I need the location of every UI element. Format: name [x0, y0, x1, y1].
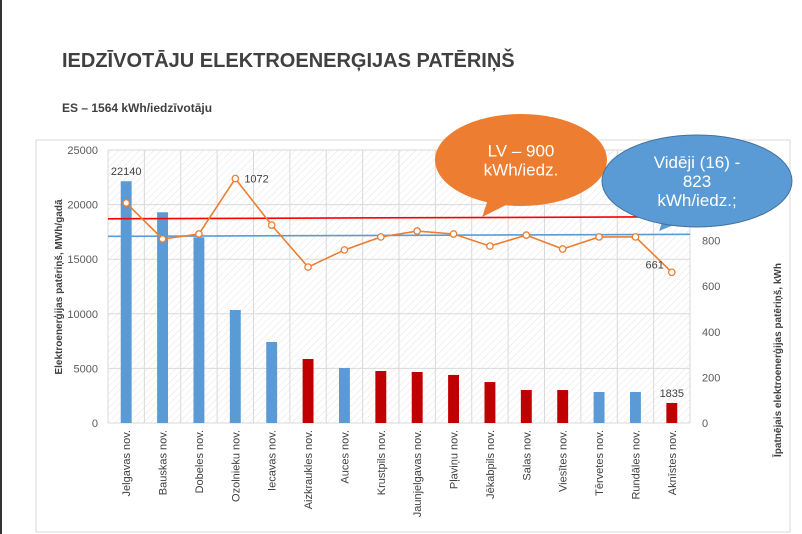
y-tick-label: 0 — [92, 418, 98, 430]
x-tick-label: Krustpils nov. — [376, 430, 388, 495]
bar — [266, 341, 278, 423]
y2-tick-label: 800 — [702, 236, 720, 248]
x-tick-label: Pļaviņu nov. — [449, 430, 461, 489]
line-point — [522, 231, 531, 239]
line-point — [631, 233, 640, 241]
y2-tick-label: 600 — [702, 281, 720, 293]
line-point — [231, 174, 240, 183]
reference-line — [107, 233, 691, 238]
bar — [157, 212, 169, 423]
x-tick-label: Salas nov. — [521, 430, 533, 481]
x-tick-label: Jaunjelgavas nov. — [412, 430, 424, 517]
x-tick-label: Viesītes nov. — [558, 430, 570, 492]
line-data-label: 661 — [645, 259, 663, 271]
bar — [302, 359, 314, 423]
line-point — [304, 263, 312, 271]
y-tick-label: 10000 — [67, 309, 98, 321]
y-tick-label: 20000 — [67, 200, 98, 212]
x-tick-label: Bauskas nov. — [158, 430, 170, 495]
bar-data-label: 22140 — [111, 166, 142, 178]
x-tick-label: Iecavas nov. — [267, 430, 279, 491]
y2-tick-label: 400 — [702, 327, 720, 339]
bar — [229, 309, 241, 423]
bar-data-label: 1835 — [660, 388, 684, 400]
callout-text: 823 — [683, 172, 711, 191]
x-tick-label: Rundāles nov. — [630, 430, 642, 500]
reference-line — [107, 216, 691, 220]
line-point — [376, 233, 385, 241]
line-point — [195, 230, 203, 238]
callout-text: kWh/iedz.; — [657, 191, 736, 210]
y2-axis-title: Īpatnējais elektroenerģijas patēriņš, kW… — [771, 263, 784, 458]
bar — [520, 390, 532, 423]
line-point — [449, 230, 458, 238]
line-point — [486, 242, 494, 250]
line-point — [667, 268, 676, 277]
bar — [375, 371, 387, 423]
x-tick-label: Auces nov. — [339, 430, 351, 484]
bar — [338, 367, 350, 423]
page-title: IEDZĪVOTĀJU ELEKTROENERĢIJAS PATĒRIŅŠ — [62, 50, 515, 72]
y-tick-label: 15000 — [67, 254, 98, 266]
window-edge — [0, 0, 2, 534]
series-line — [125, 177, 673, 273]
bar — [629, 391, 641, 423]
y-tick-label: 25000 — [67, 145, 98, 157]
x-tick-label: Dobeles nov. — [194, 430, 206, 493]
x-tick-label: Aizkraukles nov. — [303, 430, 315, 509]
bar — [448, 374, 460, 423]
bar — [411, 372, 423, 423]
line-point — [558, 245, 567, 253]
line-data-label: 1072 — [244, 174, 268, 186]
line-point — [267, 221, 276, 229]
page-subtitle: ES – 1564 kWh/iedzīvotāju — [62, 101, 213, 115]
y2-tick-label: 0 — [702, 418, 708, 430]
line-point — [340, 246, 349, 254]
line-point — [413, 227, 422, 235]
line-point — [122, 199, 131, 207]
bar — [557, 390, 569, 423]
y2-tick-label: 200 — [702, 372, 720, 384]
y-tick-label: 5000 — [74, 363, 98, 375]
bar — [593, 391, 605, 423]
callout-bubble — [435, 114, 607, 206]
bar — [484, 382, 496, 423]
callout-text: kWh/iedz. — [484, 161, 559, 180]
callout-text: LV – 900 — [488, 142, 555, 161]
bar — [120, 181, 132, 423]
callout-text: Vidēji (16) - — [654, 153, 741, 172]
y-axis-title: Elektroenerģijas patēriņš, MWh/gadā — [52, 199, 65, 374]
callout-bubble — [601, 134, 793, 228]
x-tick-label: Jēkabpils nov. — [485, 430, 497, 499]
x-tick-label: Aknīstes nov. — [667, 430, 679, 495]
bar — [193, 237, 205, 423]
bar — [666, 402, 678, 423]
line-point — [595, 233, 603, 241]
x-tick-label: Ozolnieku nov. — [230, 430, 242, 502]
line-point — [158, 235, 167, 243]
x-tick-label: Tērvetes nov. — [594, 430, 606, 496]
x-tick-label: Jelgavas nov. — [121, 430, 133, 496]
